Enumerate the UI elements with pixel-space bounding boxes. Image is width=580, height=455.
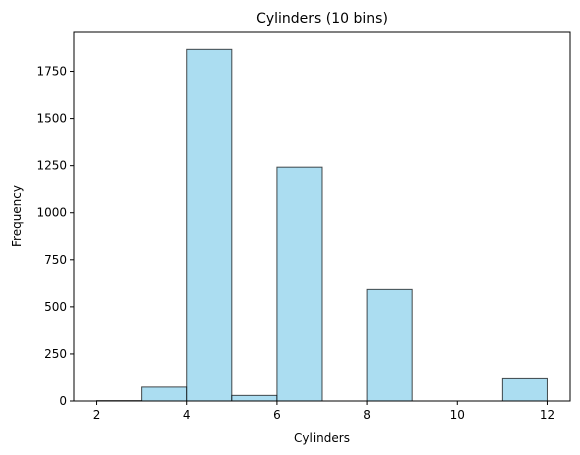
plot-frame <box>73 31 571 402</box>
y-tick-label: 0 <box>59 394 67 408</box>
y-tick-label: 1750 <box>36 65 67 79</box>
chart-title: Cylinders (10 bins) <box>256 11 388 27</box>
y-tick-label: 1000 <box>36 206 67 220</box>
y-tick-label: 500 <box>44 300 67 314</box>
y-axis-ticks: 0 250 500 750 1000 1250 1500 1750 <box>36 65 74 408</box>
histogram-bar <box>231 394 278 402</box>
histogram-bar <box>141 386 188 402</box>
histogram-bar <box>276 166 323 402</box>
y-tick-label: 1250 <box>36 159 67 173</box>
x-tick-label: 12 <box>540 408 555 422</box>
y-axis-label: Frequency <box>10 185 24 247</box>
histogram-bar <box>501 377 548 402</box>
x-tick-label: 10 <box>450 408 465 422</box>
x-tick-label: 8 <box>363 408 371 422</box>
y-tick-label: 250 <box>44 347 67 361</box>
bars-group <box>96 48 548 402</box>
x-tick-label: 2 <box>93 408 101 422</box>
x-axis-ticks: 2 4 6 8 10 12 <box>93 401 555 422</box>
x-axis-label: Cylinders <box>294 431 350 445</box>
y-tick-label: 1500 <box>36 112 67 126</box>
x-tick-label: 4 <box>183 408 191 422</box>
y-tick-label: 750 <box>44 253 67 267</box>
histogram-bar <box>186 48 233 402</box>
histogram-bar <box>366 288 413 402</box>
x-tick-label: 6 <box>273 408 281 422</box>
